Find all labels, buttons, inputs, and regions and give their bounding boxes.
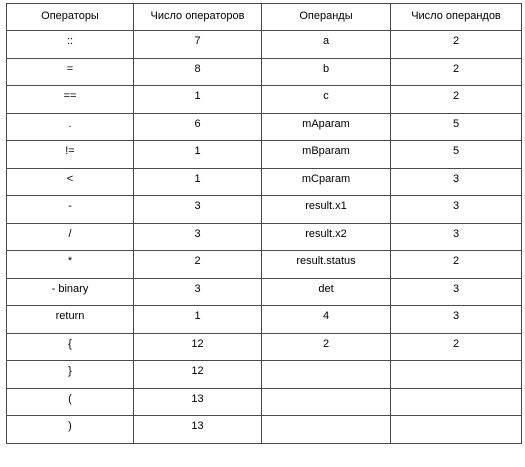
operand-cell: mBparam	[261, 140, 391, 169]
operand-count-cell: 2	[390, 250, 522, 279]
operator-cell: -	[6, 195, 134, 224]
operand-count-cell: 3	[390, 277, 522, 306]
operator-cell: !=	[6, 140, 134, 169]
operator-count-cell: 7	[133, 30, 262, 59]
table-row: . 6 mAparam 5	[6, 112, 522, 141]
operand-count-cell: 5	[390, 112, 522, 141]
operand-count-cell: 3	[390, 222, 522, 251]
operand-cell: c	[261, 85, 391, 114]
table-row: /3 result.x2 3	[6, 222, 522, 251]
table-row: == 1 c 2	[6, 85, 522, 114]
operator-count-cell: 13	[133, 387, 262, 416]
operator-count-cell: 1	[133, 140, 262, 169]
operator-cell: return	[6, 305, 134, 334]
operand-count-cell: 3	[390, 195, 522, 224]
operators-operands-table: Операторы Число операторов Операнды Числ…	[6, 3, 522, 444]
header-operators: Операторы	[6, 3, 134, 31]
operand-count-cell: 2	[390, 332, 522, 361]
table-row: :: 7 a 2	[6, 30, 522, 59]
operand-count-cell	[390, 360, 522, 389]
operand-count-cell: 2	[390, 30, 522, 59]
header-operands: Операнды	[261, 3, 391, 31]
operand-cell: mCparam	[261, 167, 391, 196]
table-row: return 1 4 3	[6, 305, 522, 334]
operand-count-cell: 3	[390, 167, 522, 196]
table-body: :: 7 a 2 = 8 b 2 == 1 c 2. 6 mAparam 5 != 1 mBparam 5 <1 mCp…	[6, 30, 522, 444]
table-row: (13	[6, 387, 522, 416]
operator-cell: - binary	[6, 277, 134, 306]
table-header: Операторы Число операторов Операнды Числ…	[6, 3, 522, 31]
table-row: } 12	[6, 360, 522, 389]
operand-cell: result.status	[261, 250, 391, 279]
header-operator-count: Число операторов	[133, 3, 262, 31]
operand-count-cell	[390, 415, 522, 444]
operator-cell: .	[6, 112, 134, 141]
table-row: != 1 mBparam 5	[6, 140, 522, 169]
operator-cell: /	[6, 222, 134, 251]
operator-cell: {	[6, 332, 134, 361]
operator-cell: *	[6, 250, 134, 279]
operand-cell: a	[261, 30, 391, 59]
table-row: ) 13	[6, 415, 522, 444]
operand-count-cell: 2	[390, 85, 522, 114]
header-operand-count: Число операндов	[390, 3, 522, 31]
operator-cell: }	[6, 360, 134, 389]
operand-cell: b	[261, 57, 391, 86]
operand-cell	[261, 415, 391, 444]
operator-count-cell: 12	[133, 332, 262, 361]
operator-count-cell: 2	[133, 250, 262, 279]
operand-count-cell	[390, 387, 522, 416]
operand-cell: 4	[261, 305, 391, 334]
operator-cell: <	[6, 167, 134, 196]
operand-cell: result.x2	[261, 222, 391, 251]
operand-count-cell: 5	[390, 140, 522, 169]
operator-cell: =	[6, 57, 134, 86]
operator-cell: )	[6, 415, 134, 444]
operand-count-cell: 3	[390, 305, 522, 334]
table-row: <1 mCparam 3	[6, 167, 522, 196]
operator-count-cell: 3	[133, 195, 262, 224]
table-row: {12 2 2	[6, 332, 522, 361]
operator-count-cell: 8	[133, 57, 262, 86]
operand-cell: result.x1	[261, 195, 391, 224]
operand-cell	[261, 387, 391, 416]
operator-count-cell: 12	[133, 360, 262, 389]
operator-cell: ==	[6, 85, 134, 114]
operand-cell	[261, 360, 391, 389]
table-row: - binary 3 det 3	[6, 277, 522, 306]
operator-count-cell: 6	[133, 112, 262, 141]
operator-cell: (	[6, 387, 134, 416]
header-row: Операторы Число операторов Операнды Числ…	[6, 3, 522, 31]
operator-count-cell: 1	[133, 167, 262, 196]
table-row: -3 result.x1 3	[6, 195, 522, 224]
table-row: = 8 b 2	[6, 57, 522, 86]
operand-cell: mAparam	[261, 112, 391, 141]
operator-cell: ::	[6, 30, 134, 59]
table-row: * 2 result.status 2	[6, 250, 522, 279]
operator-count-cell: 3	[133, 222, 262, 251]
operand-cell: 2	[261, 332, 391, 361]
operand-count-cell: 2	[390, 57, 522, 86]
operator-count-cell: 13	[133, 415, 262, 444]
operator-count-cell: 1	[133, 85, 262, 114]
operator-count-cell: 1	[133, 305, 262, 334]
operator-count-cell: 3	[133, 277, 262, 306]
operand-cell: det	[261, 277, 391, 306]
